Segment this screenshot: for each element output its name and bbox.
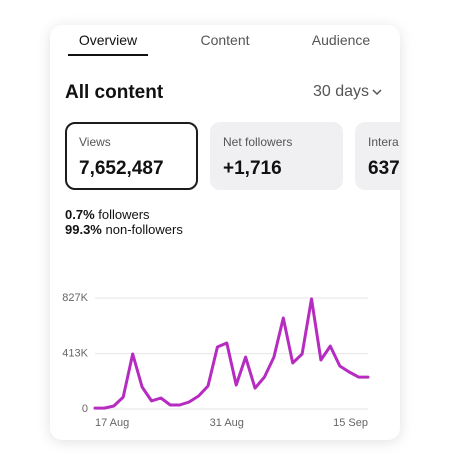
chart: 0 413K 827K 17 Aug 31 Aug 15 Sep xyxy=(62,292,370,429)
metric-label: Views xyxy=(79,135,111,149)
tab[interactable]: Overview xyxy=(78,32,138,48)
metric-label: Net followers xyxy=(223,135,293,149)
metric-card[interactable]: Net followers +1,716 xyxy=(210,122,343,190)
metric-label: Intera xyxy=(368,135,399,149)
breakdown-value: 0.7% xyxy=(65,207,95,222)
range-label: 30 days xyxy=(313,83,370,100)
breakdown-label: followers xyxy=(98,207,150,222)
tab[interactable]: Content xyxy=(200,32,250,48)
metric-value: +1,716 xyxy=(223,158,282,179)
tab-indicator xyxy=(68,54,148,56)
breakdown-label: non-followers xyxy=(105,222,183,237)
breakdown-value: 99.3% xyxy=(65,222,102,237)
heading: All content xyxy=(65,82,164,103)
x-tick-label: 17 Aug xyxy=(95,417,129,429)
range-selector[interactable]: 30 days xyxy=(313,83,382,101)
y-tick-label: 0 xyxy=(82,403,88,415)
metric-value: 7,652,487 xyxy=(79,158,164,179)
tab[interactable]: Audience xyxy=(311,32,371,48)
breakdown-row: 99.3% non-followers xyxy=(65,222,183,237)
breakdown-row: 0.7% followers xyxy=(65,207,183,222)
metric-card[interactable]: Views 7,652,487 xyxy=(65,122,198,190)
y-tick-label: 413K xyxy=(62,347,88,359)
metric-value: 637 xyxy=(368,158,400,179)
chevron xyxy=(372,89,382,95)
breakdown: 0.7% followers 99.3% non-followers xyxy=(65,207,183,237)
line-series xyxy=(93,297,370,410)
x-tick-label: 31 Aug xyxy=(210,417,244,429)
x-tick-label: 15 Sep xyxy=(333,417,368,429)
analytics-card: Overview Content Audience All content 30… xyxy=(50,25,400,440)
metric-card[interactable]: Intera 637 xyxy=(355,122,400,190)
y-tick-label: 827K xyxy=(62,292,88,304)
